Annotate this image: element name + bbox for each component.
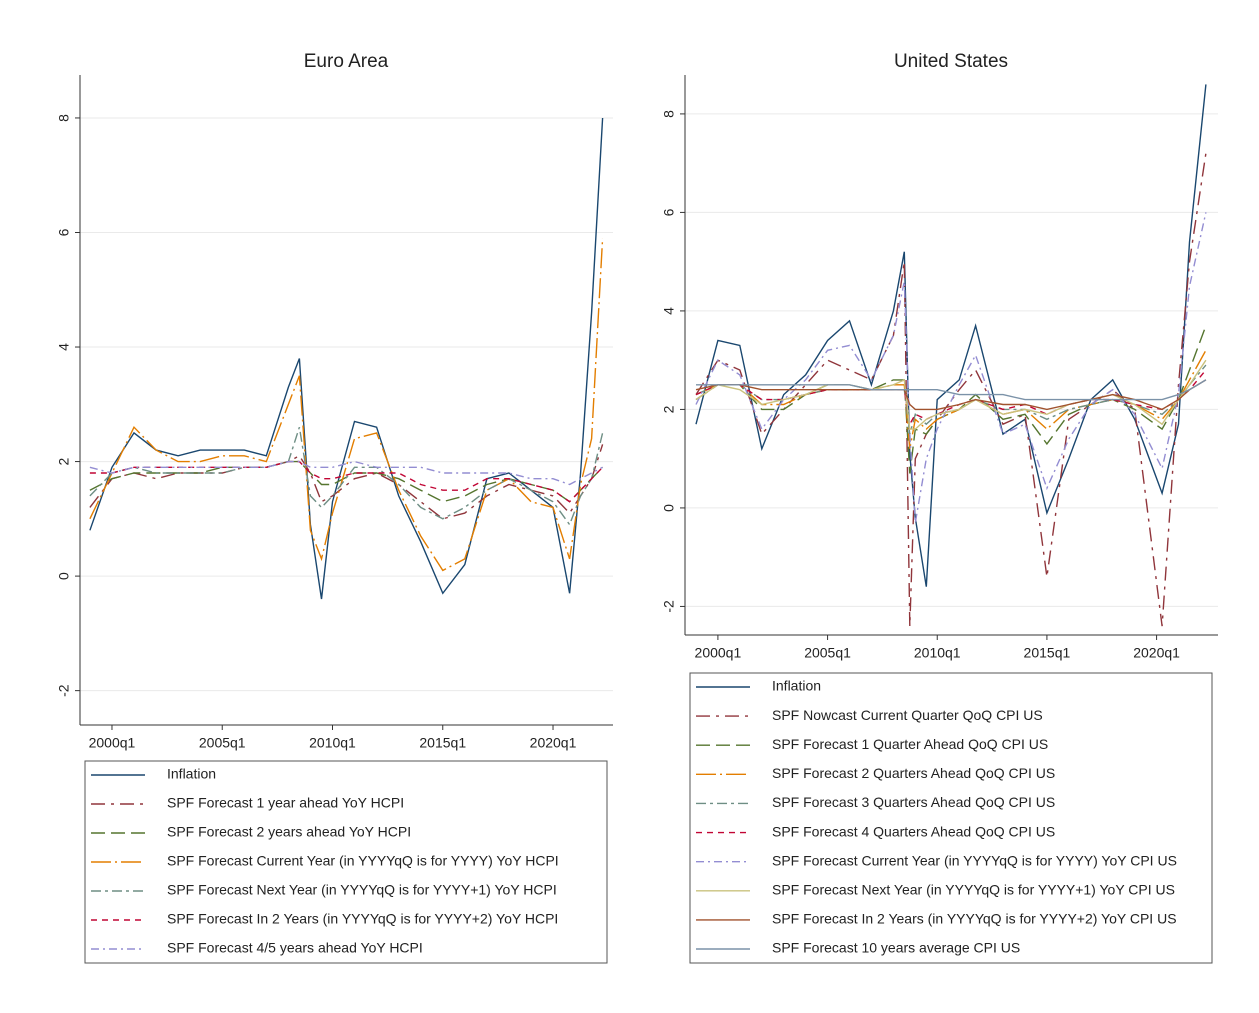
- y-tick-label: 2: [56, 457, 72, 465]
- y-tick-label: 8: [661, 110, 677, 118]
- x-tick-label: 2010q1: [914, 645, 961, 661]
- series-line: [695, 325, 1207, 474]
- legend-label: SPF Nowcast Current Quarter QoQ CPI US: [772, 707, 1043, 723]
- legend-label: SPF Forecast 2 Quarters Ahead QoQ CPI US: [772, 765, 1055, 781]
- y-tick-label: 0: [661, 504, 677, 512]
- series-line: [695, 369, 1207, 427]
- series-line: [695, 212, 1207, 523]
- series-line: [89, 460, 604, 503]
- y-tick-label: 8: [56, 114, 72, 122]
- y-tick-label: 4: [56, 343, 72, 351]
- legend-label: SPF Forecast 2 years ahead YoY HCPI: [167, 824, 411, 840]
- legend-box: [84, 760, 608, 964]
- y-tick-label: 0: [56, 572, 72, 580]
- legend-label: SPF Forecast 4/5 years ahead YoY HCPI: [167, 940, 423, 956]
- x-tick-label: 2010q1: [309, 735, 356, 751]
- legend-label: Inflation: [167, 766, 216, 782]
- x-tick-label: 2005q1: [199, 735, 246, 751]
- chart-title: Euro Area: [304, 51, 389, 72]
- series-line: [696, 379, 1207, 401]
- series-line: [89, 117, 604, 600]
- chart-title: United States: [894, 51, 1008, 72]
- x-tick-label: 2015q1: [1024, 645, 1071, 661]
- series-line: [89, 238, 604, 572]
- series-line: [89, 460, 603, 486]
- legend-label: SPF Forecast Current Year (in YYYYqQ is …: [772, 852, 1177, 868]
- y-tick-label: -2: [56, 684, 72, 697]
- series-line: [89, 444, 604, 520]
- y-tick-label: -2: [661, 600, 677, 613]
- legend-label: SPF Forecast 10 years average CPI US: [772, 940, 1020, 956]
- legend-box: [689, 672, 1213, 964]
- y-tick-label: 6: [56, 228, 72, 236]
- legend-label: Inflation: [772, 678, 821, 694]
- x-tick-label: 2020q1: [530, 735, 577, 751]
- y-tick-label: 6: [661, 208, 677, 216]
- legend-label: SPF Forecast 3 Quarters Ahead QoQ CPI US: [772, 794, 1055, 810]
- legend-label: SPF Forecast In 2 Years (in YYYYqQ is fo…: [772, 911, 1177, 927]
- legend-label: SPF Forecast Next Year (in YYYYqQ is for…: [772, 881, 1175, 897]
- x-tick-label: 2020q1: [1133, 645, 1180, 661]
- legend-label: SPF Forecast 4 Quarters Ahead QoQ CPI US: [772, 823, 1055, 839]
- y-tick-label: 2: [661, 405, 677, 413]
- legend-label: SPF Forecast In 2 Years (in YYYYqQ is fo…: [167, 911, 558, 927]
- series-line: [695, 84, 1207, 587]
- series-line: [695, 359, 1207, 430]
- series-line: [89, 426, 604, 527]
- x-tick-label: 2000q1: [89, 735, 136, 751]
- series-line: [695, 379, 1207, 411]
- legend-label: SPF Forecast 1 year ahead YoY HCPI: [167, 795, 404, 811]
- x-tick-label: 2000q1: [695, 645, 742, 661]
- x-tick-label: 2005q1: [804, 645, 851, 661]
- y-tick-label: 4: [661, 307, 677, 315]
- legend-label: SPF Forecast Next Year (in YYYYqQ is for…: [167, 882, 557, 898]
- x-tick-label: 2015q1: [419, 735, 466, 751]
- legend-label: SPF Forecast 1 Quarter Ahead QoQ CPI US: [772, 736, 1048, 752]
- legend-label: SPF Forecast Current Year (in YYYYqQ is …: [167, 853, 559, 869]
